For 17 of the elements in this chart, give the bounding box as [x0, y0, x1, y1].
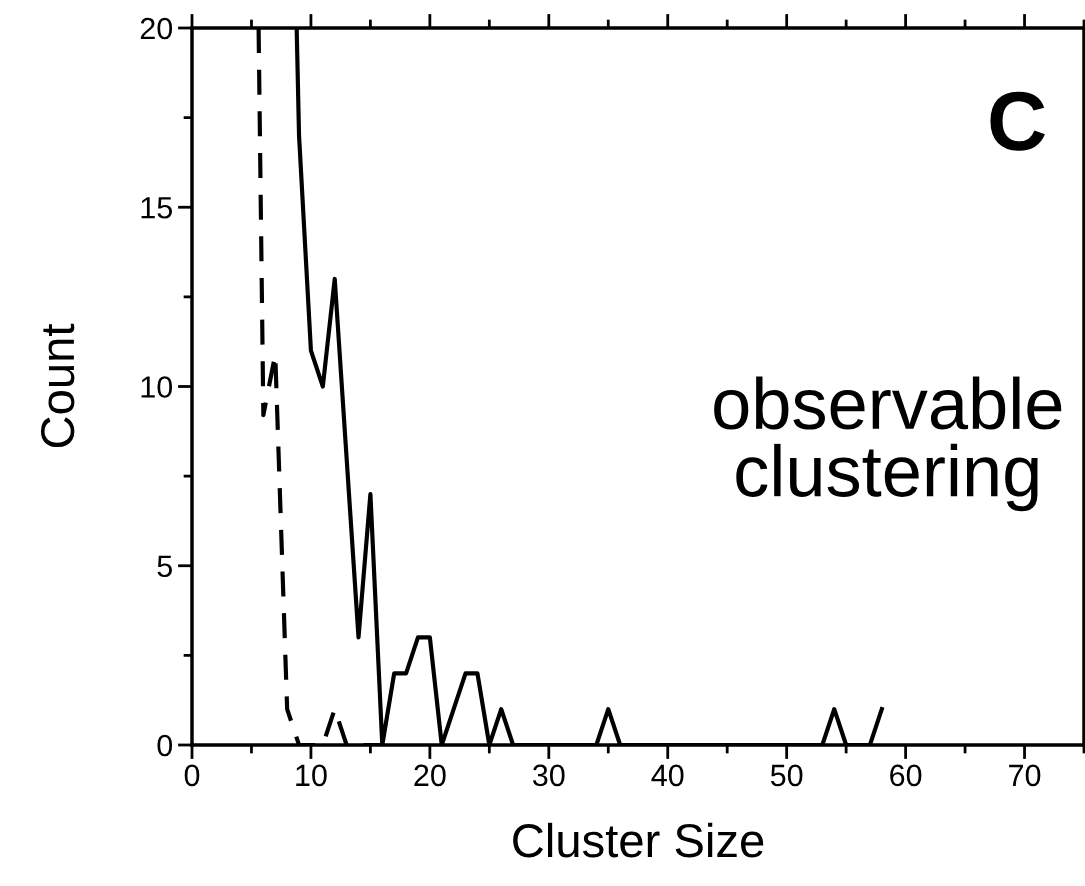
annotation: C	[990, 91, 1045, 151]
x-tick-label: 30	[532, 764, 565, 787]
y-tick-label: 0	[157, 734, 173, 757]
annotation: observable clustering	[714, 376, 1062, 512]
x-tick-label: 10	[296, 764, 327, 787]
y-axis-title: Count	[40, 323, 75, 448]
x-tick-label: 50	[770, 764, 803, 787]
x-tick-label: 60	[890, 764, 922, 787]
x-axis-title: Cluster Size	[513, 822, 764, 858]
x-tick-label: 0	[184, 764, 200, 787]
y-tick-label: 20	[140, 17, 173, 40]
y-tick-label: 5	[157, 555, 172, 578]
x-tick-label: 70	[1009, 764, 1041, 787]
y-tick-label: 10	[141, 376, 173, 398]
y-tick-label: 15	[141, 197, 172, 219]
x-tick-label: 40	[651, 764, 684, 787]
x-tick-label: 20	[414, 764, 446, 787]
